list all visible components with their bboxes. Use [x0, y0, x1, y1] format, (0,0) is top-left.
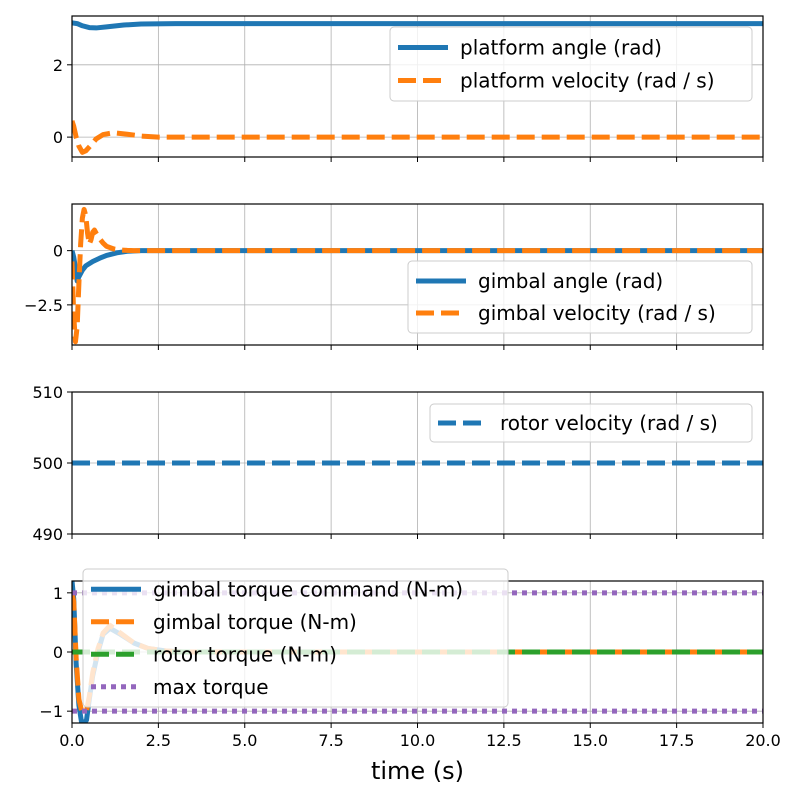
legend-box	[407, 260, 753, 334]
x-tick-label: 12.5	[486, 731, 522, 750]
y-tick-label: 0	[53, 128, 63, 147]
y-tick-label: 510	[32, 383, 63, 402]
legend-entry-label: max torque	[153, 675, 269, 699]
legend: gimbal angle (rad) gimbal velocity (rad /…	[407, 260, 753, 334]
x-tick-label: 17.5	[659, 731, 695, 750]
subplot-2: 0 −2.5 gimbal angle (rad) gimbal velocity (…	[24, 203, 764, 350]
y-tick-label: −2.5	[24, 296, 63, 315]
legend-box	[82, 568, 509, 708]
y-tick-label: 2	[53, 56, 63, 75]
series-line-1	[72, 20, 763, 31]
legend-box	[389, 26, 753, 102]
y-tick-label: 490	[32, 525, 63, 544]
subplot-3: 490 500 510 rotor velocity (rad / s)	[32, 383, 764, 544]
legend-entry-label: gimbal velocity (rad / s)	[478, 301, 716, 325]
legend-entry-label: gimbal angle (rad)	[478, 269, 663, 293]
legend: platform angle (rad) platform velocity (r…	[389, 26, 753, 102]
y-tick-label: −1	[39, 702, 63, 721]
legend-entry-label: rotor velocity (rad / s)	[500, 411, 718, 435]
x-axis-label: time (s)	[371, 757, 464, 785]
legend-box	[429, 403, 753, 443]
legend-entry-label: platform angle (rad)	[460, 36, 662, 60]
y-tick-label: 1	[53, 584, 63, 603]
y-tick-label: 0	[53, 643, 63, 662]
x-tick-label: 7.5	[318, 731, 343, 750]
x-tick-label: 10.0	[400, 731, 436, 750]
x-tick-label: 5.0	[232, 731, 257, 750]
legend: rotor velocity (rad / s)	[429, 403, 753, 443]
x-tick-label: 20.0	[745, 731, 781, 750]
x-tick-label: 2.5	[146, 731, 171, 750]
x-tick-label: 0.0	[59, 731, 84, 750]
series-line-2	[72, 206, 763, 345]
subplot-4: 0.0 2.5 5.0 7.5 10.0 12.5 15.0 17.5 20.0 time (s)…	[39, 568, 781, 785]
legend-entry-label: gimbal torque command (N-m)	[153, 577, 463, 601]
legend: gimbal torque command (N-m) gimbal torque…	[82, 568, 509, 708]
y-tick-label: 0	[53, 242, 63, 261]
legend-entry-label: gimbal torque (N-m)	[153, 610, 357, 634]
y-tick-label: 500	[32, 454, 63, 473]
subplot-1: 0 2 platform angle (rad) platform velocity …	[53, 15, 764, 162]
legend-entry-label: platform velocity (rad / s)	[460, 69, 715, 93]
x-tick-label: 15.0	[572, 731, 608, 750]
series-line-2	[72, 120, 763, 155]
legend-entry-label: rotor torque (N-m)	[153, 642, 337, 666]
